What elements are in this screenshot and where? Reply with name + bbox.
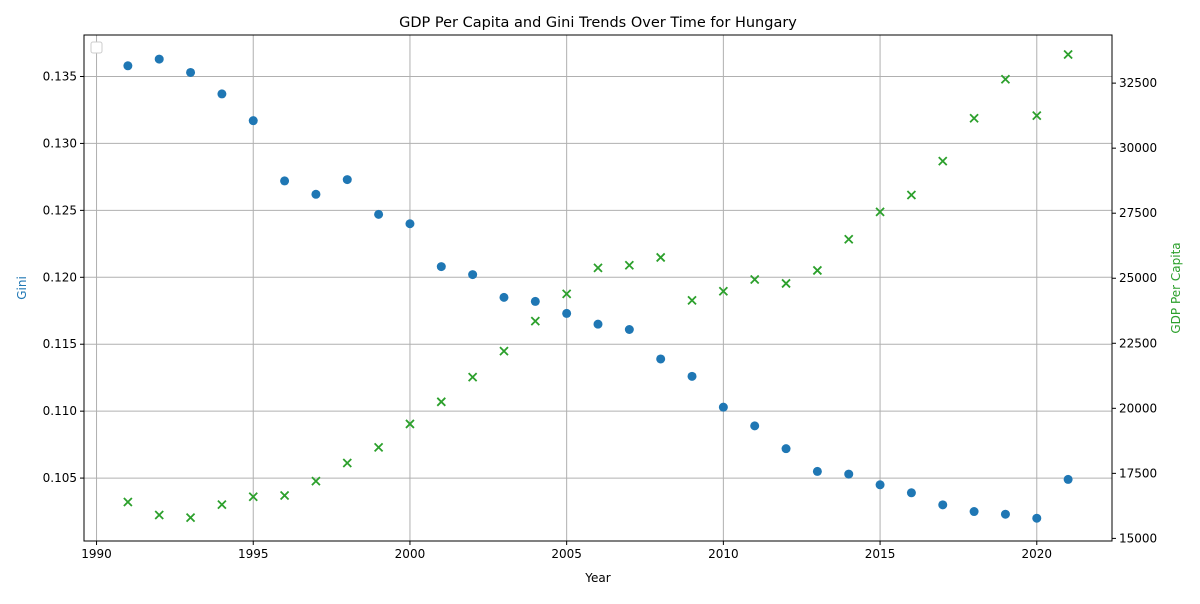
axis-layer: 1990 1995 2000 2005 2010 2015 2020 0.105 0.110 0.… bbox=[43, 69, 1158, 561]
gini-point bbox=[875, 480, 885, 490]
marks-layer bbox=[123, 49, 1073, 523]
gdp-point bbox=[718, 286, 729, 296]
grid-layer bbox=[84, 35, 1112, 541]
gdp-point bbox=[279, 490, 290, 501]
gdp-point bbox=[781, 278, 791, 289]
x-tick-label: 2000 bbox=[395, 547, 426, 561]
y-left-axis-label: Gini bbox=[15, 276, 29, 300]
gini-point bbox=[718, 402, 728, 412]
x-tick-label: 2020 bbox=[1022, 547, 1053, 561]
gdp-point bbox=[248, 492, 258, 502]
gdp-point bbox=[906, 190, 917, 200]
plot-frame bbox=[83, 34, 1113, 542]
y-left-tick-label: 0.130 bbox=[43, 136, 77, 150]
gini-point bbox=[186, 67, 196, 77]
gini-point bbox=[906, 488, 916, 498]
y-left-tick-label: 0.125 bbox=[43, 203, 77, 217]
gdp-point bbox=[812, 265, 823, 276]
gini-point bbox=[374, 209, 384, 219]
x-tick-label: 2015 bbox=[865, 547, 896, 561]
legend-box bbox=[90, 41, 103, 54]
gini-point bbox=[405, 219, 415, 229]
gini-point bbox=[624, 324, 634, 334]
y-left-tick-label: 0.120 bbox=[43, 270, 77, 284]
y-right-tick-label: 17500 bbox=[1119, 466, 1157, 480]
gdp-point bbox=[938, 156, 948, 166]
gini-point bbox=[154, 54, 164, 64]
gdp-point bbox=[123, 497, 133, 507]
gini-point bbox=[750, 421, 760, 431]
gdp-point bbox=[844, 234, 854, 244]
gdp-point bbox=[499, 346, 509, 356]
gdp-point bbox=[593, 263, 603, 273]
gdp-point bbox=[1032, 111, 1042, 121]
gini-point bbox=[844, 469, 854, 479]
gini-point bbox=[687, 371, 697, 381]
gini-point bbox=[311, 189, 321, 199]
gdp-point bbox=[1063, 49, 1073, 60]
y-right-tick-label: 20000 bbox=[1119, 401, 1157, 415]
gini-point bbox=[499, 292, 509, 302]
gini-point bbox=[530, 296, 540, 306]
gdp-point bbox=[217, 499, 227, 510]
gdp-point bbox=[875, 207, 885, 217]
gini-point bbox=[1000, 509, 1010, 519]
gdp-point bbox=[405, 419, 415, 429]
gini-point bbox=[123, 61, 133, 71]
gdp-point bbox=[624, 260, 634, 270]
gini-point bbox=[468, 270, 478, 280]
y-right-tick-label: 30000 bbox=[1119, 141, 1157, 155]
gdp-point bbox=[1000, 74, 1011, 84]
y-right-tick-label: 25000 bbox=[1119, 271, 1157, 285]
x-tick-label: 2005 bbox=[551, 547, 582, 561]
gini-point bbox=[436, 262, 446, 272]
y-left-tick-label: 0.105 bbox=[43, 471, 77, 485]
gini-point bbox=[812, 466, 822, 476]
gdp-point bbox=[750, 274, 760, 285]
gini-point bbox=[969, 507, 979, 517]
y-right-tick-label: 15000 bbox=[1119, 531, 1157, 545]
y-right-tick-label: 32500 bbox=[1119, 76, 1157, 90]
gdp-point bbox=[185, 512, 196, 523]
y-right-tick-label: 22500 bbox=[1119, 336, 1157, 350]
gini-point bbox=[593, 319, 603, 329]
gini-point bbox=[280, 176, 290, 186]
y-left-tick-label: 0.135 bbox=[43, 69, 77, 83]
gdp-point bbox=[436, 397, 446, 407]
gini-point bbox=[1063, 474, 1073, 484]
y-right-tick-label: 27500 bbox=[1119, 206, 1157, 220]
gdp-point bbox=[969, 113, 979, 123]
gdp-point bbox=[562, 289, 572, 299]
y-right-axis-label: GDP Per Capita bbox=[1169, 242, 1183, 333]
gdp-point bbox=[530, 316, 540, 326]
gdp-point bbox=[154, 510, 164, 520]
gini-point bbox=[656, 354, 666, 364]
y-left-tick-label: 0.115 bbox=[43, 337, 77, 351]
gdp-point bbox=[467, 372, 478, 382]
gdp-point bbox=[342, 458, 352, 468]
gini-point bbox=[781, 444, 791, 454]
gini-point bbox=[1032, 513, 1042, 523]
gini-point bbox=[938, 500, 948, 510]
gini-point bbox=[217, 89, 227, 99]
gini-point bbox=[342, 175, 352, 185]
chart-title: GDP Per Capita and Gini Trends Over Time… bbox=[399, 15, 797, 31]
gini-point bbox=[248, 116, 258, 126]
gdp-point bbox=[687, 295, 697, 305]
gdp-point bbox=[656, 252, 666, 263]
y-left-tick-label: 0.110 bbox=[43, 404, 77, 418]
gdp-point bbox=[311, 476, 321, 486]
gini-point bbox=[562, 308, 572, 318]
x-tick-label: 2010 bbox=[708, 547, 739, 561]
x-axis-label: Year bbox=[584, 571, 610, 585]
x-tick-label: 1995 bbox=[238, 547, 269, 561]
x-tick-label: 1990 bbox=[81, 547, 112, 561]
gdp-point bbox=[373, 442, 384, 452]
